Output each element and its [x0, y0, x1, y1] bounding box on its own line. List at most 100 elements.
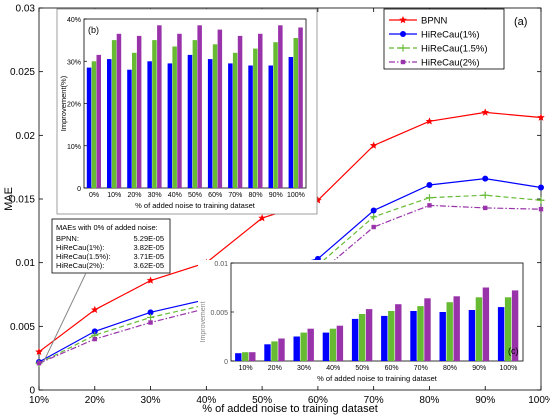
inset-c-bar-1: [242, 352, 249, 361]
inset-b-bar-2: [298, 27, 303, 188]
annotation-row-1-value: 3.82E-05: [134, 243, 164, 252]
legend: BPNN HiReCau(1%) HiReCau(1.5%) HiReCau(2%): [383, 8, 505, 70]
inset-c-bar-0: [235, 353, 242, 361]
main-ylabel: MAE: [3, 187, 15, 211]
main-xtick-label: 40%: [196, 395, 216, 406]
legend-marker-3: [400, 59, 406, 65]
inset-b-bar-1: [152, 40, 157, 188]
inset-c-ytick-label: 0: [224, 359, 228, 366]
series-3-point: [483, 205, 488, 211]
inset-b-panel-label: (b): [88, 25, 99, 35]
inset-c-xtick-label: 40%: [326, 365, 340, 372]
inset-b-bar-0: [147, 61, 152, 189]
annotation-row-1-label: HiReCau(1%):: [56, 243, 104, 252]
inset-c-bar-2: [278, 338, 285, 361]
annotation-row-3-label: HiReCau(2%):: [56, 261, 104, 270]
legend-label-3: HiReCau(2%): [421, 58, 480, 69]
main-ytick-label: 0.02: [16, 131, 36, 142]
inset-b-ylabel: Improvement(%): [59, 75, 68, 131]
inset-b-bar-0: [167, 63, 173, 188]
inset-b-xtick-label: 100%: [287, 192, 305, 199]
inset-b-xtick-label: 90%: [269, 192, 283, 199]
main-xtick-label: 50%: [252, 395, 272, 406]
inset-c-bar-2: [511, 290, 519, 361]
inset-b-ytick-label: 20%: [67, 102, 81, 109]
inset-b-bar-0: [228, 63, 233, 188]
main-ytick-label: 0.015: [10, 195, 35, 206]
series-0-point: [90, 305, 99, 314]
inset-c-ytick-label: 0.005: [210, 310, 228, 317]
series-0-point: [35, 347, 43, 356]
inset-c-bar-1: [271, 341, 278, 361]
inset-c-xtick-label: 30%: [297, 365, 311, 372]
inset-b-ytick-label: 30%: [67, 59, 81, 66]
series-3-point: [538, 206, 544, 212]
inset-c-bar-0: [410, 311, 417, 361]
main-axes: 0 0.005 0.01 0.015 0.02 0.025 0.03 10% 20% 30% 40%…: [10, 4, 550, 407]
inset-b: 0 10% 20% 30% 40% 0% 10% 20% 30% 40% 50% 60% 70% 80% 9…: [56, 8, 318, 215]
legend-label-0: BPNN: [421, 16, 448, 27]
inset-c-xtick-label: 50%: [355, 365, 369, 372]
annotation-arrow: [43, 272, 87, 362]
inset-b-bar-0: [288, 57, 294, 188]
inset-b-bar-2: [116, 33, 122, 188]
main-xtick-label: 60%: [308, 395, 328, 406]
main-xtick-label: 90%: [475, 395, 495, 406]
series-2-point: [537, 196, 545, 204]
legend-marker-1: [400, 31, 406, 37]
inset-b-bar-1: [192, 40, 198, 188]
inset-c-xtick-label: 90%: [472, 365, 486, 372]
series-3-point: [427, 203, 432, 208]
legend-label-2: HiReCau(1.5%): [421, 44, 488, 55]
main-ytick-label: 0.01: [16, 258, 36, 269]
main-xtick-label: 10%: [29, 395, 49, 406]
inset-b-xlabel: % of added noise to training dataset: [135, 201, 256, 210]
inset-b-bar-1: [212, 44, 218, 188]
series-1-point: [426, 181, 433, 188]
annotation-row-0-value: 5.29E-05: [134, 234, 164, 243]
inset-b-bar-1: [132, 52, 137, 188]
inset-c-bar-0: [468, 310, 476, 361]
series-1-point: [538, 184, 544, 191]
inset-c-bar-1: [329, 328, 337, 361]
inset-c-xtick-label: 100%: [499, 365, 517, 372]
inset-b-bar-1: [253, 48, 258, 188]
inset-b-bar-0: [248, 65, 253, 188]
inset-b-xtick-label: 50%: [188, 192, 202, 199]
inset-c-xtick-label: 70%: [414, 365, 428, 372]
inset-b-bar-0: [127, 69, 132, 188]
series-0-point: [537, 113, 545, 121]
inset-b-ytick-label: 0: [77, 186, 81, 193]
inset-b-xtick-label: 0%: [89, 192, 99, 199]
inset-c-bar-1: [475, 297, 483, 361]
inset-b-bar-2: [136, 35, 142, 189]
inset-c-bar-2: [453, 296, 460, 361]
series-3-point: [371, 224, 376, 230]
inset-b-bar-2: [177, 33, 182, 188]
inset-c-bar-2: [395, 304, 402, 361]
main-xtick-label: 20%: [85, 395, 105, 406]
inset-b-bar-1: [172, 46, 177, 188]
inset-b-bar-1: [293, 38, 298, 188]
inset-c: 0 0.005 0.01 10% 20% 30% 40% 50% 60% 70% 80% 90% 100…: [198, 260, 528, 384]
series-1-point: [370, 207, 377, 214]
inset-c-bar-2: [365, 309, 373, 361]
annotation-row-3-value: 3.62E-05: [134, 261, 164, 270]
inset-c-bar-2: [424, 298, 431, 361]
series-0-point: [369, 141, 378, 149]
inset-c-bar-1: [300, 332, 307, 361]
inset-b-xtick-label: 20%: [127, 192, 141, 199]
inset-c-bar-2: [249, 352, 256, 361]
inset-c-bar-1: [417, 306, 424, 361]
series-2-point: [425, 194, 433, 202]
inset-c-bar-0: [497, 307, 505, 361]
main-ytick-label: 0: [29, 386, 35, 397]
inset-c-bar-2: [482, 287, 490, 361]
inset-c-bar-2: [336, 325, 344, 361]
inset-b-ytick-label: 10%: [67, 144, 81, 151]
main-xtick-label: 100%: [528, 395, 550, 406]
inset-b-bar-0: [86, 67, 92, 188]
series-1-point: [147, 309, 154, 316]
main-ytick-label: 0.025: [10, 67, 35, 78]
